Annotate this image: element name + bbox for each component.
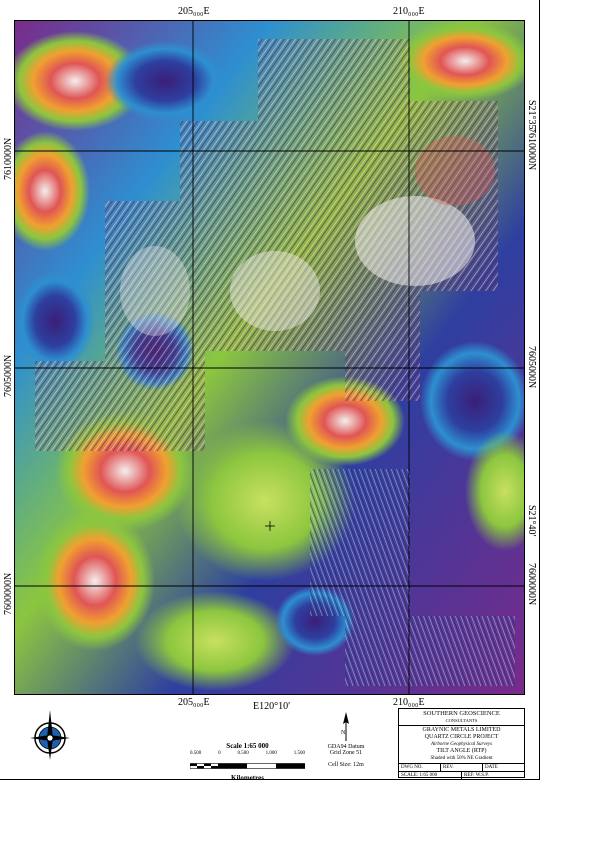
scale-tick: 0.500: [190, 751, 202, 756]
northing-label-left-7605000: 7605000N: [3, 354, 14, 397]
easting-label-bottom-210000: 210₀₀₀E: [393, 697, 425, 708]
scale-tick: 1.500: [293, 751, 305, 756]
project-name: QUARTZ CIRCLE PROJECT: [424, 734, 499, 740]
longitude-label: E120°10′: [253, 701, 291, 712]
latitude-label-3535: S21°35′: [526, 100, 537, 132]
tilt-angle-map-image: [15, 21, 524, 694]
client-name: GRAYNIC METALS LIMITED: [422, 727, 501, 733]
map-sheet: [0, 0, 540, 780]
northing-label-right-7605000: 7605000N: [526, 346, 537, 389]
map-image-frame: [14, 20, 525, 695]
scale-tick: 1.000: [265, 751, 277, 756]
datum-block: N GDA94 Datum Grid Zone 51 Cell Size: 12…: [318, 712, 374, 768]
scale-title: Scale 1:65 000: [226, 742, 269, 750]
scale-units: Kilometres: [231, 774, 264, 782]
northing-label-left-7610000: 7610000N: [3, 137, 14, 180]
title-block: SOUTHERN GEOSCIENCE CONSULTANTS GRAYNIC …: [398, 708, 525, 779]
title-block-fields: DWG NO. REV. DATE: [399, 764, 524, 772]
latitude-label-3540: S21°40′: [526, 505, 537, 537]
datum-label: GDA94 Datum: [327, 744, 365, 750]
scale-tick-labels: 0.500 0 0.500 1.000 1.500: [190, 751, 305, 756]
northing-label-right-7600000: 7600000N: [526, 563, 537, 606]
company-subtitle: CONSULTANTS: [445, 718, 478, 723]
northing-label-right-7610000: 7610000N: [526, 128, 537, 171]
north-symbol: N: [341, 730, 346, 736]
north-arrow-icon: N: [341, 712, 349, 741]
north-arrow-compass-icon: [26, 708, 74, 764]
date-field: DATE: [485, 765, 498, 770]
scale-bar-graphic: [189, 763, 306, 769]
survey-name: Airborne Geophysical Surveys: [430, 742, 493, 747]
easting-label-bottom-205000: 205₀₀₀E: [178, 697, 210, 708]
zone-label: Grid Zone 51: [329, 750, 363, 756]
scale-tick: 0: [218, 751, 221, 756]
title-block-footer: SCALE: 1:65 000 REF: W.S.P.: [399, 772, 524, 779]
company-name: SOUTHERN GEOSCIENCE: [423, 710, 500, 717]
shading-note: Shaded with 50% NE Gradient: [430, 756, 493, 761]
product-name: TILT ANGLE (RTP): [436, 748, 487, 754]
rev-field: REV.: [441, 764, 483, 771]
easting-label-top-205000: 205₀₀₀E: [178, 6, 210, 17]
easting-label-top-210000: 210₀₀₀E: [393, 6, 425, 17]
scale-bar-block: Scale 1:65 000 0.500 0 0.500 1.000 1.500…: [189, 742, 306, 782]
ref-field: REF: W.S.P.: [464, 773, 489, 778]
cell-size-label: Cell Size: 12m: [328, 762, 364, 768]
scale-field: SCALE: 1:65 000: [399, 772, 462, 779]
scale-tick: 0.500: [237, 751, 249, 756]
dwg-field: DWG NO.: [399, 764, 441, 771]
northing-label-left-7600000: 7600000N: [3, 572, 14, 615]
